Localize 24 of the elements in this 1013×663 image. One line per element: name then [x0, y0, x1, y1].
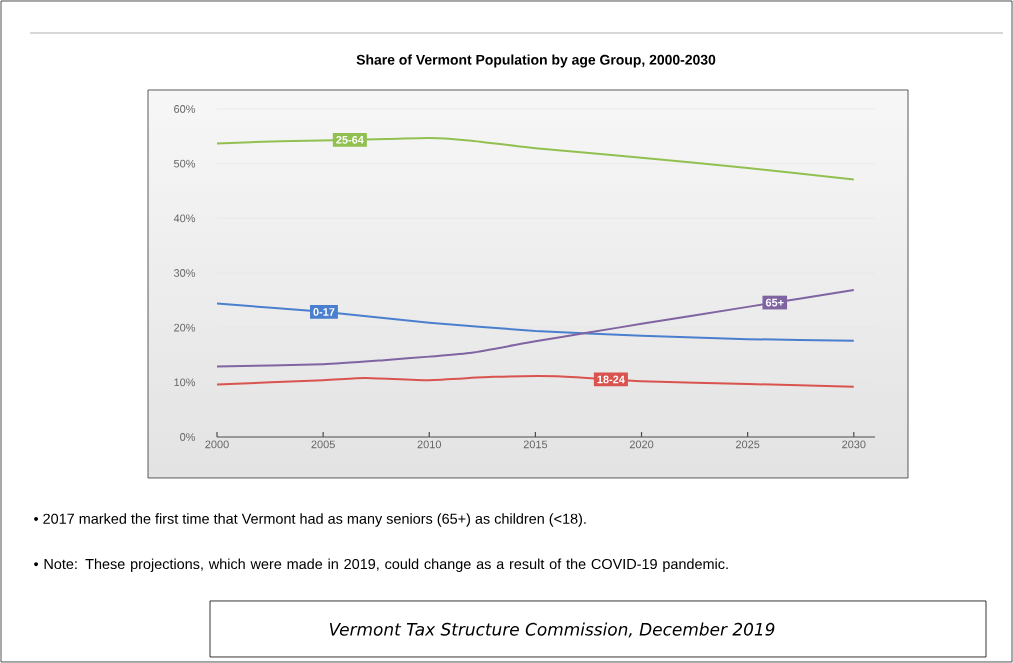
y-tick-label: 50% — [173, 159, 196, 168]
line-series — [216, 136, 855, 181]
y-tick-label: 20% — [174, 323, 196, 332]
text: • Note: These projections, which were made in 2019, could change as a result of the COVID-19 pandemic. — [34, 558, 728, 572]
y-tick-label: 40% — [173, 214, 196, 223]
y-tick-label: 10% — [174, 378, 196, 387]
x-tick-label: 2020 — [629, 440, 654, 449]
chart-title: Share of Vermont Population by age Group, 2000-2030 — [356, 54, 716, 68]
x-tick-label: 2030 — [842, 440, 866, 449]
line-series — [216, 375, 855, 388]
y-tick-label: 0% — [180, 433, 196, 441]
line-series — [216, 288, 855, 368]
text: Vermont Tax Structure Commission, December 2019 — [329, 622, 775, 638]
series-label: 25-64 — [336, 135, 364, 144]
series-label: 18-24 — [597, 375, 625, 384]
y-tick-label: 60% — [174, 105, 196, 113]
x-tick-label: 2025 — [736, 440, 760, 449]
x-tick-label: 2005 — [311, 440, 335, 449]
text: • 2017 marked the first time that Vermont had as many seniors (65+) as children (<18). — [34, 513, 586, 527]
x-tick-label: 2000 — [205, 440, 229, 449]
x-tick-label: 2010 — [417, 440, 442, 449]
x-tick-label: 2015 — [523, 440, 548, 449]
y-tick-label: 30% — [173, 269, 196, 277]
series-label: 65+ — [765, 298, 784, 307]
